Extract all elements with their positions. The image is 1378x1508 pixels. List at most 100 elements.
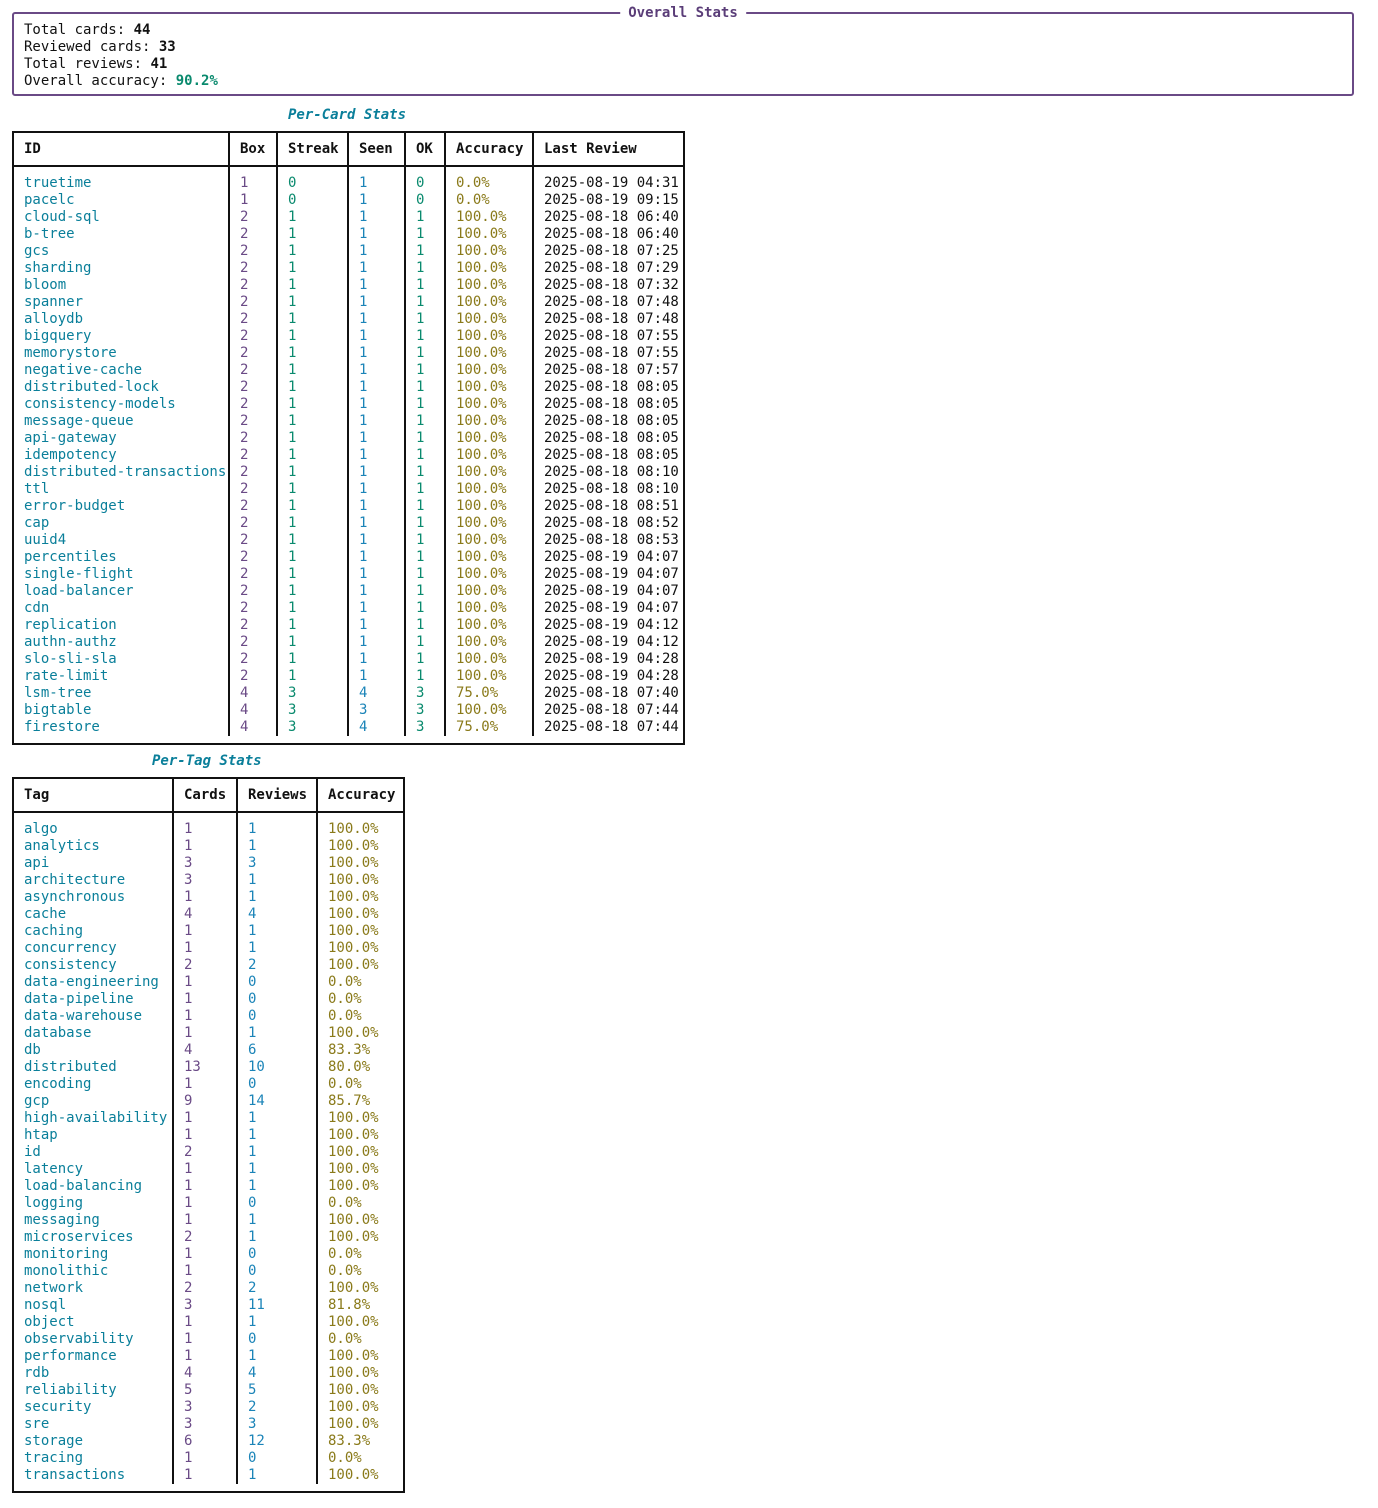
cell-ok: 1 [416,634,425,650]
cell-ok: 1 [416,651,425,667]
cell-box: 2 [240,634,249,650]
cell-tag: api [24,855,50,871]
cell-tag: data-warehouse [24,1008,143,1024]
cell-accuracy: 100.0% [456,226,507,242]
cell-cards: 13 [184,1059,201,1075]
cell-cards: 1 [184,1450,193,1466]
cell-reviews: 1 [248,923,257,939]
cell-streak: 1 [288,617,297,633]
cell-accuracy: 100.0% [456,583,507,599]
cell-ok: 3 [416,702,425,718]
cell-accuracy: 100.0% [328,906,379,922]
cell-tag: id [24,1144,41,1160]
cell-reviews: 1 [248,872,257,888]
cell-seen: 1 [359,277,368,293]
cell-id: rate-limit [24,668,109,684]
cell-reviews: 0 [248,974,257,990]
cell-reviews: 0 [248,991,257,1007]
cell-tag: distributed [24,1059,117,1075]
cell-accuracy: 100.0% [328,1161,379,1177]
cell-cards: 1 [184,1263,193,1279]
cell-last-review: 2025-08-18 08:52 [544,515,679,531]
cell-reviews: 12 [248,1433,265,1449]
cell-accuracy: 100.0% [328,889,379,905]
cell-reviews: 1 [248,1025,257,1041]
cell-cards: 4 [184,1042,193,1058]
cell-tag: tracing [24,1450,84,1466]
cell-streak: 1 [288,209,297,225]
cell-accuracy: 83.3% [328,1042,371,1058]
cell-seen: 1 [359,617,368,633]
cell-ok: 1 [416,379,425,395]
cell-seen: 1 [359,549,368,565]
cell-tag: transactions [24,1467,126,1483]
cell-box: 2 [240,668,249,684]
cell-streak: 3 [288,685,297,701]
cell-box: 2 [240,311,249,327]
cell-id: spanner [24,294,84,310]
cell-ok: 1 [416,498,425,514]
cell-accuracy: 0.0% [328,974,362,990]
cell-box: 2 [240,328,249,344]
cell-accuracy: 100.0% [456,243,507,259]
cell-ok: 1 [416,532,425,548]
cell-seen: 1 [359,600,368,616]
cell-seen: 1 [359,379,368,395]
cell-cards: 5 [184,1382,193,1398]
cell-streak: 1 [288,226,297,242]
cell-seen: 1 [359,345,368,361]
total-cards-label: Total cards: [24,22,126,38]
cell-accuracy: 85.7% [328,1093,371,1109]
cell-seen: 1 [359,413,368,429]
cell-id: error-budget [24,498,126,514]
cell-accuracy: 0.0% [456,175,490,191]
cell-streak: 1 [288,328,297,344]
cell-streak: 1 [288,583,297,599]
cell-ok: 1 [416,515,425,531]
cell-streak: 1 [288,515,297,531]
cell-id: lsm-tree [24,685,92,701]
cell-tag: algo [24,821,58,837]
cell-accuracy: 100.0% [328,1178,379,1194]
cell-cards: 1 [184,1110,193,1126]
cell-accuracy: 100.0% [456,668,507,684]
cell-id: single-flight [24,566,134,582]
cell-reviews: 1 [248,1161,257,1177]
total-reviews-value: 41 [150,56,168,72]
total-reviews-label: Total reviews: [24,56,143,72]
column-header-box: Box [230,133,278,165]
column-header-last-review: Last Review [544,141,637,157]
cell-accuracy: 100.0% [456,549,507,565]
cell-accuracy: 100.0% [328,1348,379,1364]
cell-seen: 4 [359,719,368,735]
cell-box: 2 [240,345,249,361]
cell-accuracy: 100.0% [328,940,379,956]
cell-reviews: 10 [248,1059,265,1075]
cell-accuracy: 0.0% [456,192,490,208]
cell-tag: nosql [24,1297,67,1313]
cell-ok: 1 [416,294,425,310]
cell-seen: 4 [359,685,368,701]
cell-reviews: 1 [248,838,257,854]
cell-accuracy: 0.0% [328,1450,362,1466]
cell-id: bigtable [24,702,92,718]
overall-accuracy-label: Overall accuracy: [24,73,168,89]
cell-last-review: 2025-08-18 08:53 [544,532,679,548]
cell-tag: concurrency [24,940,117,956]
cell-accuracy: 0.0% [328,1331,362,1347]
cell-accuracy: 100.0% [456,311,507,327]
cell-tag: rdb [24,1365,50,1381]
cell-accuracy: 100.0% [456,294,507,310]
cell-ok: 3 [416,719,425,735]
cell-last-review: 2025-08-19 04:28 [544,651,679,667]
cell-streak: 1 [288,549,297,565]
cell-last-review: 2025-08-19 04:07 [544,549,679,565]
cell-id: authn-authz [24,634,117,650]
cell-reviews: 0 [248,1263,257,1279]
cell-cards: 1 [184,1348,193,1364]
cell-ok: 1 [416,566,425,582]
cell-accuracy: 100.0% [328,821,379,837]
cell-reviews: 5 [248,1382,257,1398]
cell-cards: 1 [184,1467,193,1483]
cell-ok: 1 [416,209,425,225]
